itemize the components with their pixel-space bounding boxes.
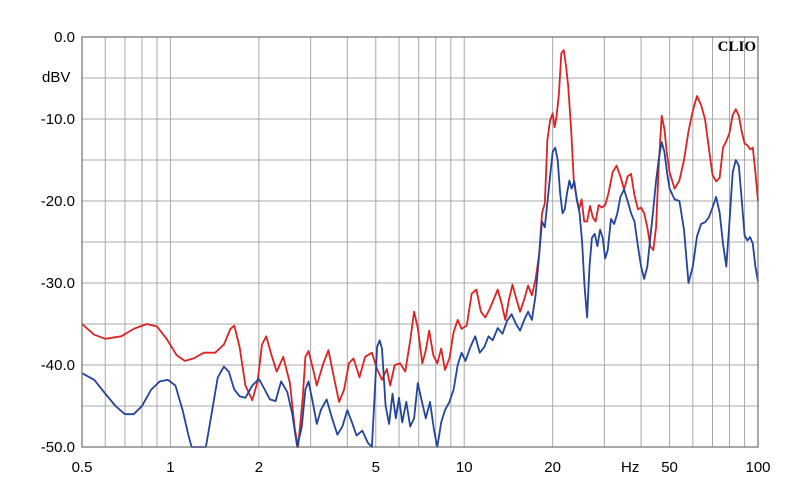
red-series-line xyxy=(81,49,759,448)
x-tick-labels: 0.5 1 2 5 10 20 50 100 xyxy=(72,459,771,476)
blue-series-line xyxy=(81,141,759,448)
y-tick-label: 0.0 xyxy=(54,29,75,46)
x-tick-label: 2 xyxy=(255,459,263,476)
y-tick-label: -40.0 xyxy=(41,357,75,374)
y-tick-label: -20.0 xyxy=(41,193,75,210)
grid xyxy=(81,36,759,448)
x-tick-label: 100 xyxy=(745,459,770,476)
y-tick-labels: 0.0 -10.0 -20.0 -30.0 -40.0 -50.0 xyxy=(41,29,75,456)
y-tick-label: -30.0 xyxy=(41,275,75,292)
x-tick-label: 10 xyxy=(456,459,473,476)
y-axis-label: dBV xyxy=(42,69,70,86)
x-tick-label: 20 xyxy=(544,459,561,476)
x-axis-label: Hz xyxy=(621,459,639,476)
x-tick-label: 0.5 xyxy=(72,459,93,476)
plot-frame xyxy=(81,36,759,448)
clio-brand-label: CLIO xyxy=(718,39,756,55)
y-tick-label: -10.0 xyxy=(41,111,75,128)
x-tick-label: 1 xyxy=(166,459,174,476)
x-tick-label: 5 xyxy=(372,459,380,476)
x-tick-label: 50 xyxy=(661,459,678,476)
y-tick-label: -50.0 xyxy=(41,439,75,456)
series-lines xyxy=(81,49,759,448)
